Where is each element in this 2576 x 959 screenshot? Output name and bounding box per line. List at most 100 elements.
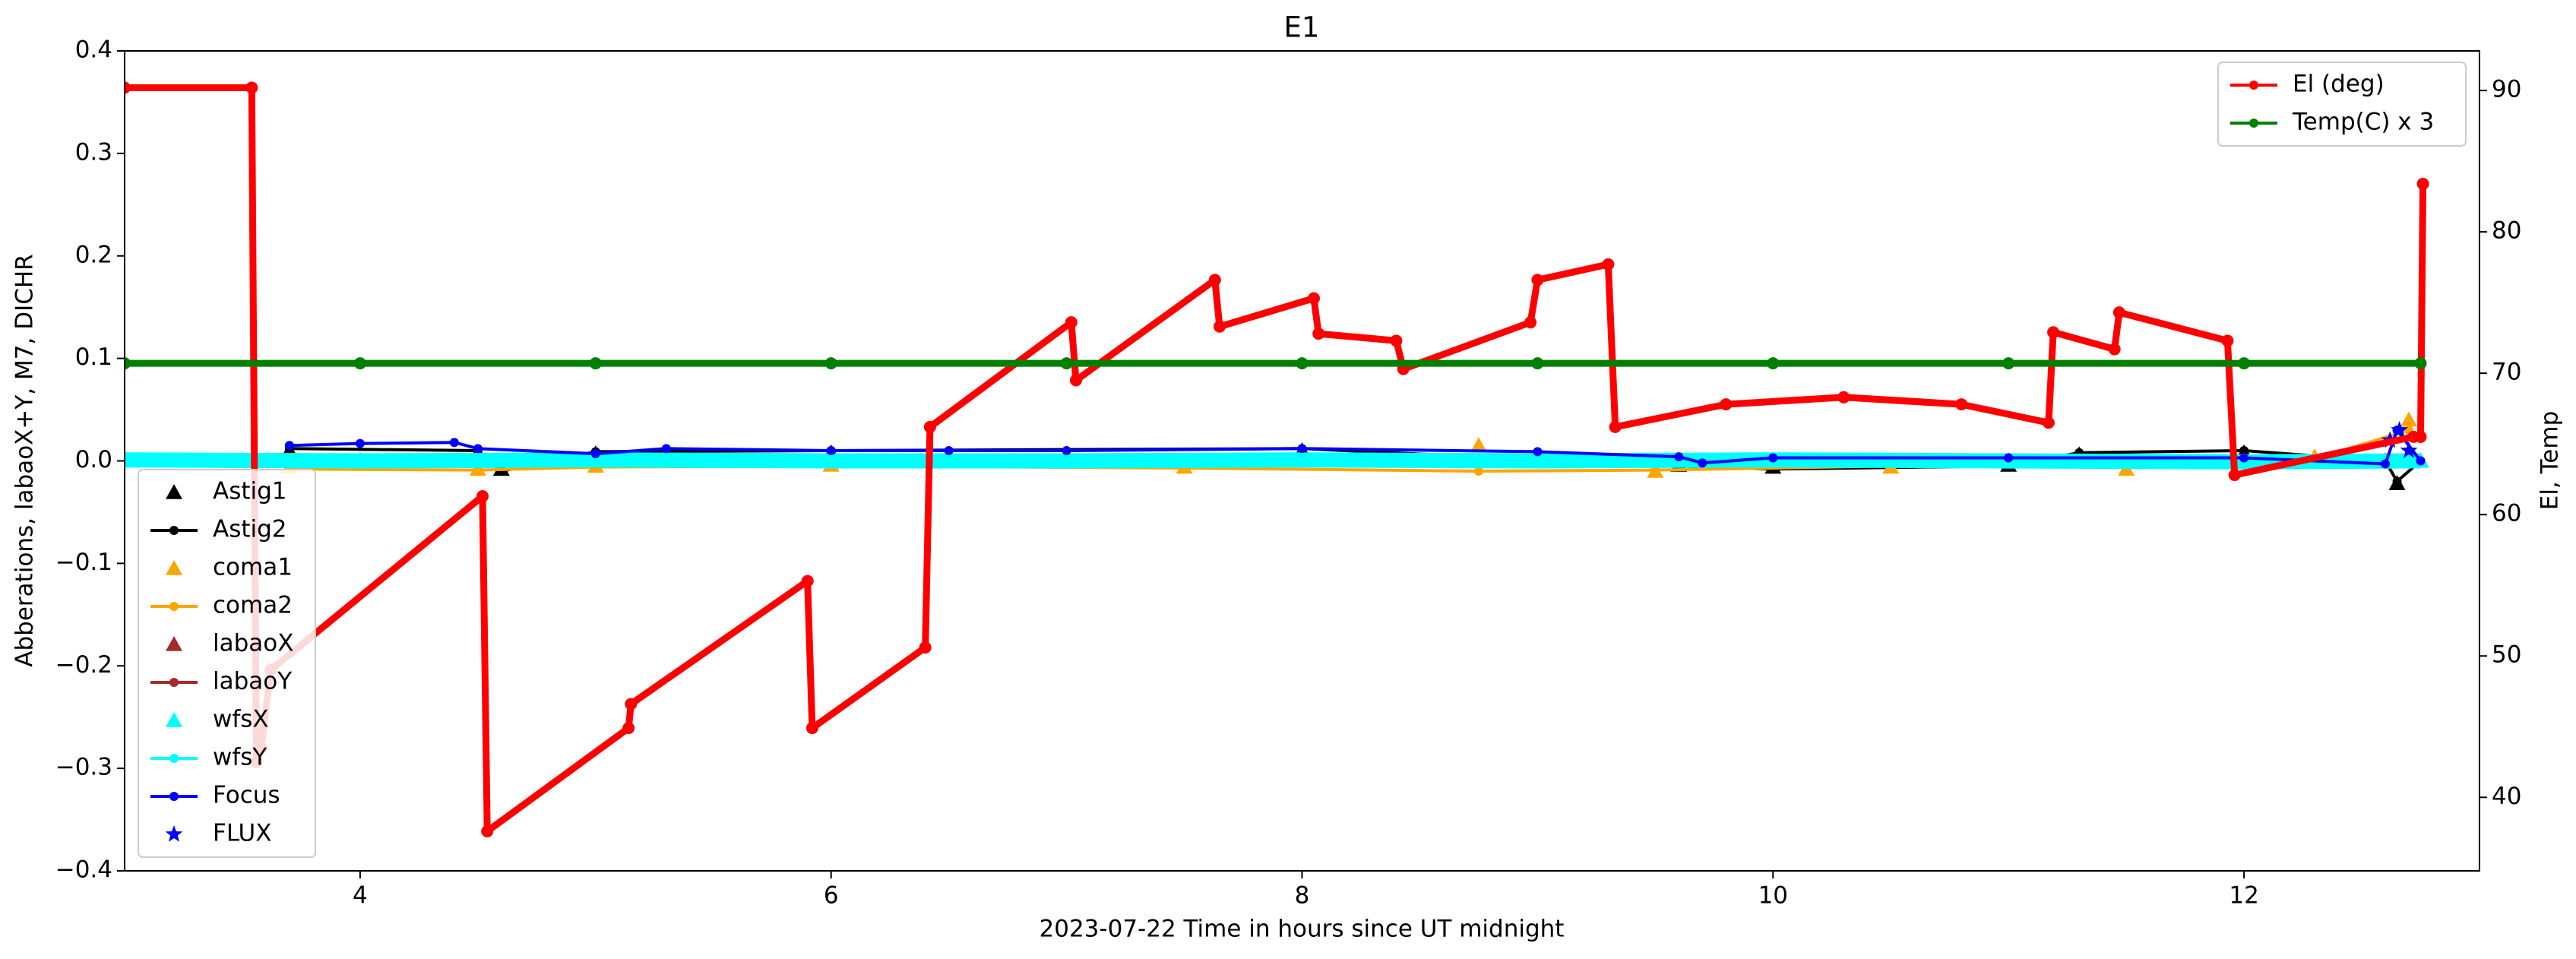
marker-dot xyxy=(826,456,836,466)
y2-axis-label: El, Temp xyxy=(2536,411,2564,511)
legend-marker xyxy=(169,678,179,687)
legend-label: coma2 xyxy=(213,592,293,619)
legend-label: FLUX xyxy=(213,820,272,847)
y-tick-label: 0.0 xyxy=(75,446,112,473)
y-tick-label: 0.1 xyxy=(75,343,112,371)
x-tick-label: 6 xyxy=(824,882,839,910)
legend-marker xyxy=(169,602,179,611)
legend-label: Astig2 xyxy=(213,516,287,543)
legend-marker xyxy=(166,484,182,499)
marker-dot xyxy=(2414,430,2427,443)
marker-dot xyxy=(355,456,365,466)
legend-label: El (deg) xyxy=(2293,71,2385,98)
marker-dot xyxy=(245,81,258,94)
marker-dot xyxy=(481,824,494,837)
marker-dot xyxy=(1955,398,1968,411)
marker-dot xyxy=(284,441,294,451)
marker-dot xyxy=(1533,447,1543,457)
marker-dot xyxy=(801,574,814,587)
marker-dot xyxy=(449,438,459,448)
marker-dot xyxy=(2112,306,2125,319)
marker-dot xyxy=(476,490,489,503)
marker-dot xyxy=(1208,274,1221,286)
marker-dot xyxy=(923,420,936,433)
marker-dot xyxy=(1062,446,1071,456)
y-tick-label: −0.1 xyxy=(55,549,112,576)
marker-dot xyxy=(826,446,836,456)
marker-dot xyxy=(1296,357,1309,370)
marker-star xyxy=(2391,421,2408,438)
marker-dot xyxy=(2392,476,2402,486)
marker-dot xyxy=(1069,374,1082,387)
marker-dot xyxy=(2047,326,2060,339)
y2-tick-label: 60 xyxy=(2492,500,2521,527)
marker-dot xyxy=(2381,459,2391,469)
y2-tick-label: 90 xyxy=(2492,76,2521,103)
marker-dot xyxy=(1473,466,1483,476)
y2-tick-label: 80 xyxy=(2492,217,2521,245)
marker-dot xyxy=(1720,398,1733,411)
legend-marker xyxy=(166,712,182,727)
marker-dot xyxy=(1214,320,1226,333)
marker-dot xyxy=(1602,258,1615,271)
marker-star xyxy=(2400,442,2418,458)
marker-dot xyxy=(1768,453,1778,463)
legend-label: coma1 xyxy=(213,554,293,581)
y-axis-label: Abberations, labaoX+Y, M7, DICHR xyxy=(11,254,39,666)
marker-dot xyxy=(1531,357,1544,370)
legend-label: wfsX xyxy=(213,706,269,733)
marker-dot xyxy=(355,438,365,448)
marker-dot xyxy=(2004,453,2014,463)
marker-dot xyxy=(2042,416,2055,429)
legend-marker xyxy=(2249,81,2258,90)
x-tick-label: 12 xyxy=(2229,882,2258,910)
marker-dot xyxy=(1312,328,1325,340)
x-tick-label: 8 xyxy=(1295,882,1310,910)
y-tick-label: −0.2 xyxy=(55,651,112,679)
plot-area xyxy=(125,81,2429,837)
y2-tick-label: 70 xyxy=(2492,359,2521,386)
marker-dot xyxy=(1297,455,1307,465)
legend-box xyxy=(138,469,316,858)
marker-dot xyxy=(1837,391,1850,404)
chart-title: E1 xyxy=(1284,11,1320,44)
marker-dot xyxy=(2414,357,2427,370)
legend-label: labaoX xyxy=(213,630,294,657)
marker-dot xyxy=(1307,292,1320,305)
legend-marker xyxy=(165,825,183,842)
y2-tick-label: 50 xyxy=(2492,641,2521,669)
marker-dot xyxy=(1533,456,1543,466)
legend-label: Astig1 xyxy=(213,478,287,505)
marker-triangle xyxy=(2400,411,2418,427)
legend-marker xyxy=(169,754,179,763)
y2-tick-label: 40 xyxy=(2492,783,2521,810)
x-tick-label: 10 xyxy=(1758,882,1788,910)
legend-label: Temp(C) x 3 xyxy=(2292,109,2434,136)
overlay: 4 6 8 10 12 −0.4 −0.3 −0.2 −0.1 0.0 0.1 0.2 0.3 0.4 40… xyxy=(55,36,2522,910)
marker-dot xyxy=(1531,274,1544,286)
marker-dot xyxy=(2239,453,2249,463)
marker-dot xyxy=(2416,456,2426,466)
marker-dot xyxy=(1609,420,1622,433)
legend-marker xyxy=(169,792,179,801)
marker-dot xyxy=(1390,334,1403,347)
legend-label: Focus xyxy=(213,782,280,809)
marker-dot xyxy=(125,357,131,370)
y-tick-label: 0.2 xyxy=(75,241,112,268)
y-tick-label: 0.3 xyxy=(75,138,112,166)
marker-dot xyxy=(589,357,602,370)
marker-dot xyxy=(944,446,954,456)
y-tick-label: −0.4 xyxy=(55,856,112,884)
marker-triangle xyxy=(1470,437,1487,453)
legend-marker xyxy=(166,560,182,575)
marker-dot xyxy=(125,81,131,94)
marker-dot xyxy=(661,444,671,454)
marker-dot xyxy=(2002,357,2015,370)
marker-dot xyxy=(353,357,366,370)
x-tick-label: 4 xyxy=(353,882,368,910)
legend-marker xyxy=(169,526,179,535)
marker-dot xyxy=(125,455,129,465)
marker-dot xyxy=(2221,334,2234,347)
marker-dot xyxy=(919,641,932,654)
